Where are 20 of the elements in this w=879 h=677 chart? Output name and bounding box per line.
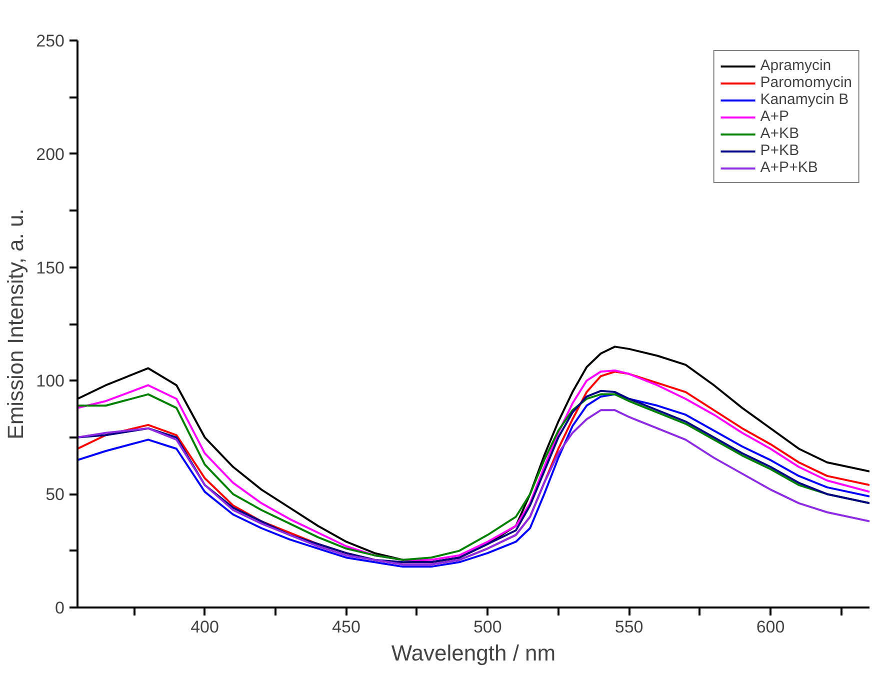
x-tick-label: 450	[332, 618, 360, 636]
y-tick-label: 50	[46, 485, 65, 504]
x-axis-title: Wavelength / nm	[391, 640, 556, 666]
legend-label: Kanamycin B	[760, 91, 849, 108]
y-tick-label: 250	[36, 32, 65, 50]
y-tick-label: 0	[55, 598, 65, 618]
legend-label: Apramycin	[760, 57, 832, 74]
x-tick-label: 400	[190, 618, 219, 636]
y-axis-title: Emission Intensity, a. u.	[3, 208, 28, 440]
x-tick-label: 600	[756, 618, 785, 636]
x-tick-label: 500	[473, 618, 502, 636]
legend-label: Paromomycin	[760, 74, 852, 91]
legend-label: A+P	[760, 108, 790, 125]
legend-label: A+P+KB	[760, 159, 818, 176]
y-tick-label: 200	[36, 144, 65, 164]
y-tick-label: 100	[36, 372, 65, 391]
legend-label: A+KB	[760, 125, 800, 142]
legend-label: P+KB	[760, 142, 800, 159]
x-tick-label: 550	[614, 618, 644, 636]
y-tick-label: 150	[36, 258, 65, 278]
